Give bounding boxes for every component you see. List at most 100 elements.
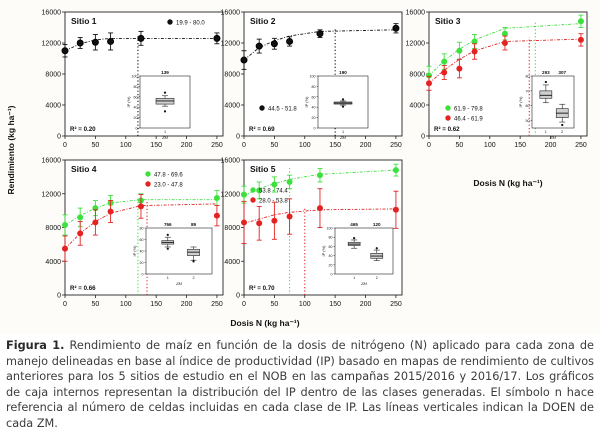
y-tick-label: 16000 — [221, 10, 241, 17]
inset-x-label: ZM — [175, 281, 182, 286]
data-point — [501, 30, 508, 37]
plot-frame — [64, 159, 224, 296]
x-tick-label: 100 — [299, 301, 311, 308]
y-tick-label: 12000 — [42, 191, 62, 198]
panel-title: Sitio 2 — [250, 16, 276, 26]
box-outlier — [192, 260, 195, 263]
box-outlier — [341, 105, 345, 108]
data-point — [62, 245, 68, 252]
y-tick-label: 8000 — [45, 72, 61, 79]
inset-y-label: IP (%) — [126, 96, 131, 108]
figure-panel: Sitio 1 R² = 0.20 0 50 100 150 200 250 0 4000 8000… — [6, 9, 588, 328]
y-tick-label: 8000 — [409, 72, 425, 79]
y-tick-label: 12000 — [221, 191, 241, 198]
inset-y-label: IP (%) — [518, 96, 523, 108]
inset-y-tick-label: 0 — [331, 273, 333, 277]
inset-y-tick-label: 80 — [134, 85, 138, 89]
inset-y-label: IP (%) — [304, 96, 309, 108]
inset-x-tick-label: 1 — [342, 130, 344, 134]
box-outlier — [166, 247, 169, 250]
inset-x-tick-label: 2 — [376, 276, 378, 280]
y-tick-label: 4000 — [45, 259, 61, 266]
data-point — [392, 206, 399, 213]
inset-y-tick-label: 70 — [526, 89, 530, 93]
inset-y-tick-label: 80 — [140, 227, 144, 231]
data-point — [392, 24, 400, 32]
legend-marker — [445, 115, 451, 121]
r2-label: R² = 0.20 — [70, 126, 96, 133]
box-outlier — [375, 247, 378, 250]
inset-x-tick-label: 1 — [545, 130, 547, 134]
data-point — [316, 30, 324, 38]
inset-frame — [145, 227, 213, 275]
inset-n-label: 190 — [339, 70, 347, 75]
legend-marker — [167, 19, 173, 25]
data-point — [240, 56, 248, 64]
box-outlier — [166, 233, 169, 236]
inset-y-tick-label: 0 — [142, 273, 144, 277]
chart-panel-5: Sitio 5R² = 0.700 50 100 150 200 250040008000… — [221, 158, 403, 328]
inset-frame — [317, 75, 369, 129]
x-tick-label: 150 — [150, 301, 162, 308]
data-point — [286, 178, 293, 185]
data-point — [255, 42, 263, 50]
inset-x-label: ZM — [161, 135, 168, 140]
data-point — [270, 40, 278, 48]
inset-x-label: ZM — [360, 281, 367, 286]
data-point — [92, 219, 99, 226]
x-axis-label: Dosis N (kg ha⁻¹) — [473, 178, 542, 188]
x-tick-label: 200 — [360, 142, 372, 149]
inset-y-tick-label: 80 — [329, 236, 333, 240]
fit-curve — [64, 203, 217, 249]
inset-y-tick-label: 20 — [329, 263, 333, 267]
data-point — [441, 58, 448, 65]
x-tick-label: 50 — [91, 142, 99, 149]
inset-y-tick-label: 20 — [134, 116, 138, 120]
inset-n-label: 293 — [542, 70, 550, 75]
inset-frame — [531, 75, 575, 129]
chart-panel-3: Sitio 3R² = 0.620 50 100 150 200 250040008000… — [406, 10, 588, 188]
inset-n-label: 465 — [350, 222, 358, 227]
data-point — [137, 203, 144, 210]
chart-panel-2: Sitio 2R² = 0.690 50 100 150 200 250040008000… — [221, 10, 403, 149]
panel-title: Sitio 3 — [435, 16, 461, 26]
y-tick-label: 4000 — [45, 103, 61, 110]
inset-boxplot: 50 60 70 80 IP (%) ZM 293 1 307 2 — [518, 70, 575, 140]
data-point — [501, 40, 508, 46]
inset-x-label: ZM — [549, 135, 556, 140]
y-tick-label: 0 — [421, 134, 425, 141]
data-point — [77, 214, 84, 221]
y-tick-label: 0 — [236, 293, 240, 300]
data-point — [62, 221, 68, 228]
x-tick-label: 250 — [211, 301, 223, 308]
inset-y-tick-label: 40 — [329, 254, 333, 258]
legend-label: 53.8 - 74.4 — [259, 188, 288, 194]
inset-n-label: 120 — [373, 222, 381, 227]
data-point — [392, 167, 399, 174]
x-tick-label: 50 — [270, 301, 278, 308]
fit-curve — [64, 37, 217, 52]
data-point — [107, 208, 114, 215]
y-tick-label: 16000 — [42, 158, 62, 165]
data-point — [286, 213, 293, 220]
data-point — [256, 187, 263, 194]
data-point — [77, 230, 84, 237]
y-tick-label: 12000 — [406, 41, 426, 48]
r2-label: R² = 0.66 — [70, 285, 96, 292]
x-tick-label: 100 — [120, 301, 132, 308]
inset-y-tick-label: 60 — [140, 238, 144, 242]
data-point — [256, 220, 263, 227]
x-tick-label: 0 — [63, 301, 67, 308]
legend-marker — [259, 105, 265, 111]
inset-n-label: 89 — [191, 222, 197, 227]
data-point — [91, 38, 99, 46]
data-point — [271, 181, 278, 188]
y-tick-label: 0 — [57, 293, 61, 300]
y-axis-label: Rendimiento (kg ha⁻¹) — [6, 105, 16, 194]
data-point — [76, 39, 84, 47]
data-point — [577, 36, 584, 43]
x-tick-label: 0 — [63, 142, 67, 149]
y-tick-label: 12000 — [42, 41, 62, 48]
inset-x-label: ZM — [339, 135, 346, 140]
legend-marker — [145, 181, 151, 187]
